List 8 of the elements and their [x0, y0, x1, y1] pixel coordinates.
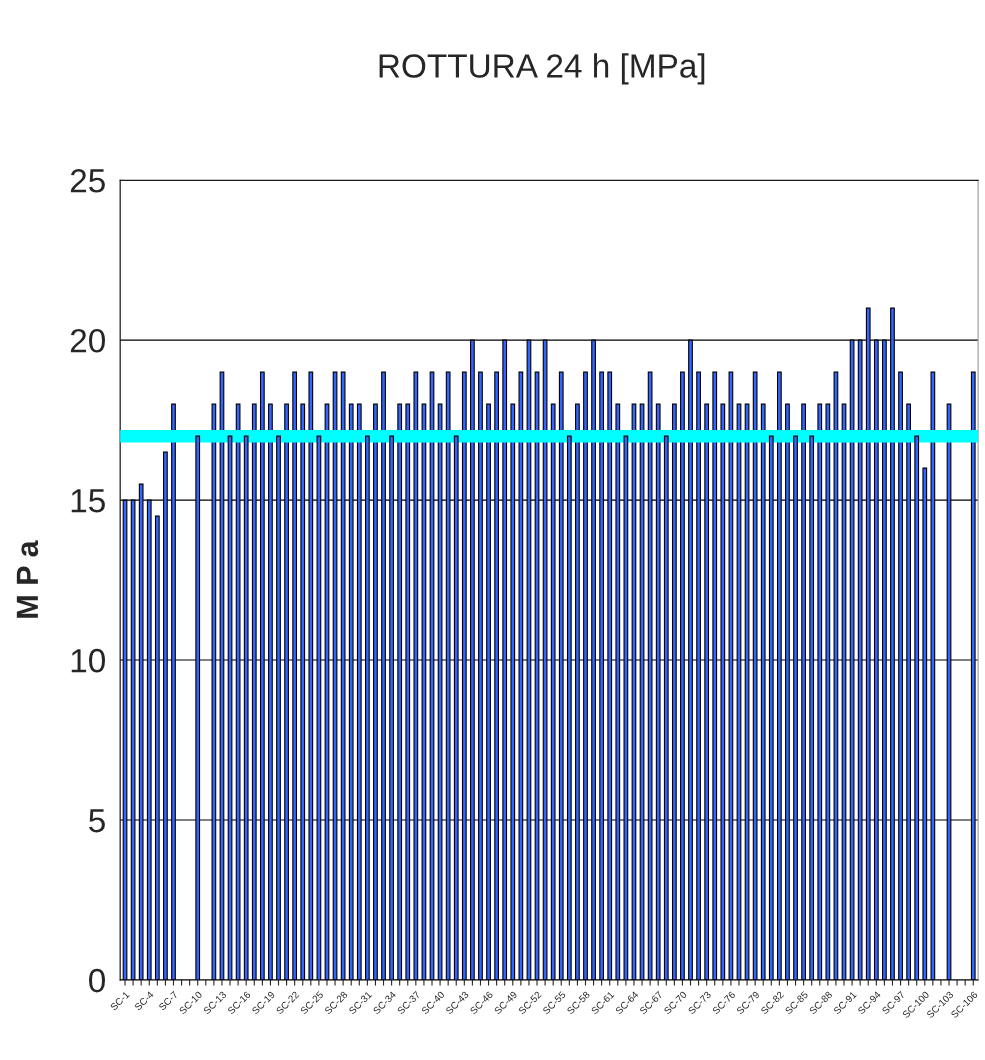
- y-axis-title: M P a: [16, 540, 39, 618]
- y-tick-label: 0: [89, 968, 105, 993]
- chart-title: ROTTURA 24 h [MPa]: [379, 53, 705, 85]
- y-tick-label: 10: [71, 648, 105, 673]
- y-tick-label: 5: [89, 809, 105, 833]
- y-tick-label: 25: [70, 169, 105, 193]
- y-tick-label: 15: [71, 489, 105, 513]
- y-tick-label: 20: [70, 328, 105, 353]
